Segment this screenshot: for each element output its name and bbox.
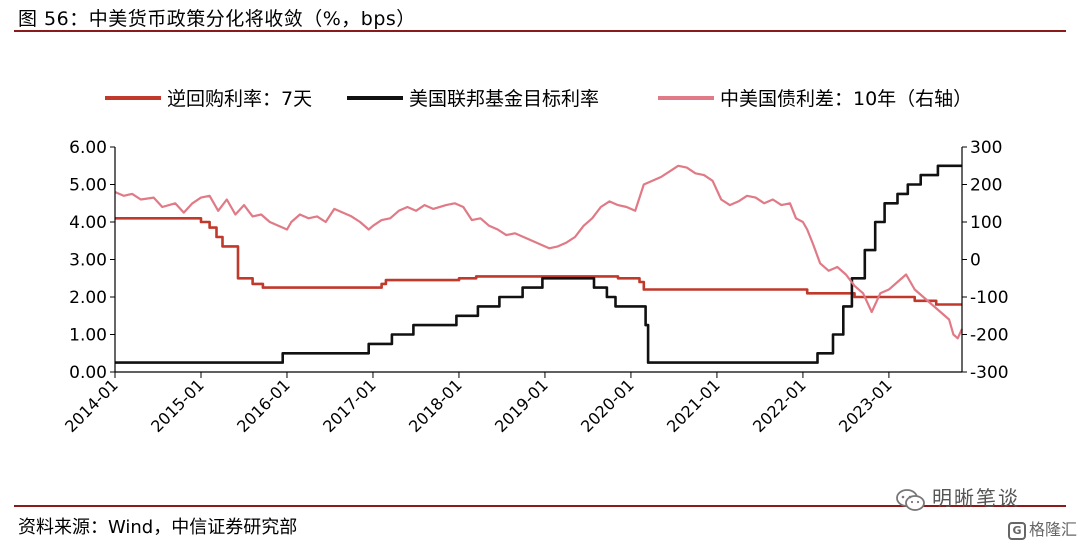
- x-tick-label: 2016-01: [233, 375, 294, 436]
- y-left-tick-label: 1.00: [69, 326, 107, 346]
- x-tick-label: 2020-01: [577, 375, 638, 436]
- watermark-site-text: 格隆汇: [1029, 520, 1078, 539]
- series-line-3: [114, 164, 964, 340]
- x-tick-label: 2018-01: [405, 375, 466, 436]
- series-line-1: [115, 217, 962, 306]
- y-right-tick-label: -300: [970, 363, 1009, 383]
- y-right-tick-label: 0: [970, 251, 981, 271]
- x-tick-label: 2017-01: [319, 375, 380, 436]
- y-left-tick-label: 0.00: [69, 363, 107, 383]
- y-right-tick-label: 200: [970, 176, 1002, 196]
- wechat-icon: [896, 488, 925, 511]
- chart-title: 图 56：中美货币政策分化将收敛（%，bps）: [18, 8, 416, 30]
- x-tick-label: 2021-01: [663, 375, 724, 436]
- legend: 逆回购利率：7天 美国联邦基金目标利率 中美国债利差：10年（右轴）: [105, 88, 972, 110]
- source-note: 资料来源：Wind，中信证券研究部: [18, 517, 298, 538]
- x-tick-label: 2022-01: [749, 375, 810, 436]
- site-logo-icon: G: [1008, 521, 1026, 540]
- legend-label-2: 美国联邦基金目标利率: [409, 88, 599, 110]
- plot-area: [114, 164, 964, 364]
- y-right-tick-label: -100: [970, 288, 1009, 308]
- x-tick-label: 2015-01: [147, 375, 208, 436]
- y-left-tick-label: 5.00: [69, 176, 107, 196]
- footer-divider: [14, 505, 1066, 507]
- x-tick-label: 2019-01: [491, 375, 552, 436]
- x-tick-label: 2014-01: [61, 375, 122, 436]
- watermark-site: G 格隆汇: [1008, 516, 1077, 540]
- chart-canvas: 逆回购利率：7天 美国联邦基金目标利率 中美国债利差：10年（右轴） 0.00 1.0…: [61, 88, 1009, 436]
- watermark-brand-text: 明晰笔谈: [932, 486, 1020, 510]
- title-divider: [14, 30, 1066, 32]
- y-right-tick-label: 100: [970, 213, 1002, 233]
- y-left-tick-label: 2.00: [69, 288, 107, 308]
- x-tick-label: 2023-01: [835, 375, 896, 436]
- watermark-brand: 明晰笔谈: [896, 482, 1020, 511]
- y-right-tick-label: 300: [970, 138, 1002, 158]
- legend-label-3: 中美国债利差：10年（右轴）: [720, 88, 972, 110]
- legend-label-1: 逆回购利率：7天: [167, 88, 312, 110]
- y-left-tick-label: 6.00: [69, 138, 107, 158]
- y-left-tick-label: 3.00: [69, 251, 107, 271]
- series-line-2: [115, 164, 962, 364]
- y-left-tick-label: 4.00: [69, 213, 107, 233]
- y-right-tick-label: -200: [970, 326, 1009, 346]
